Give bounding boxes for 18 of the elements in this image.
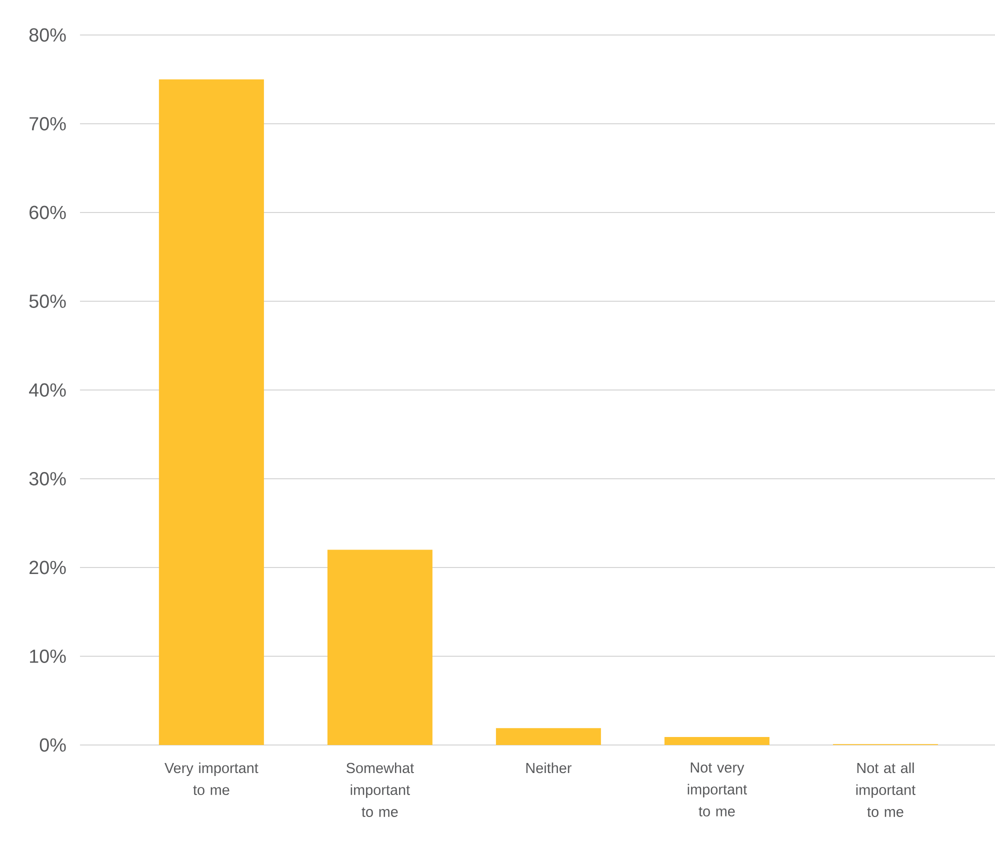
y-tick-label: 70% — [30, 117, 66, 130]
y-tick-label: 20% — [30, 560, 66, 574]
x-tick-label: Neither — [526, 762, 572, 774]
x-tick-label: Not very important to me — [688, 762, 747, 816]
y-tick-label: 80% — [29, 28, 66, 42]
y-tick-label: 50% — [29, 294, 66, 308]
y-tick-label: 10% — [30, 650, 66, 663]
bar — [327, 550, 432, 745]
x-tick-label: Not at all important to me — [856, 762, 916, 817]
x-tick-label: Somewhat important to me — [346, 762, 414, 817]
x-tick-label: Very important to me — [164, 762, 258, 796]
y-tick-label: 60% — [30, 206, 66, 220]
bar — [664, 737, 770, 745]
y-tick-label: 0% — [40, 738, 66, 752]
y-tick-label: 30% — [29, 472, 66, 486]
bar — [158, 79, 264, 745]
y-tick-label: 40% — [29, 383, 66, 397]
bar — [496, 728, 601, 745]
